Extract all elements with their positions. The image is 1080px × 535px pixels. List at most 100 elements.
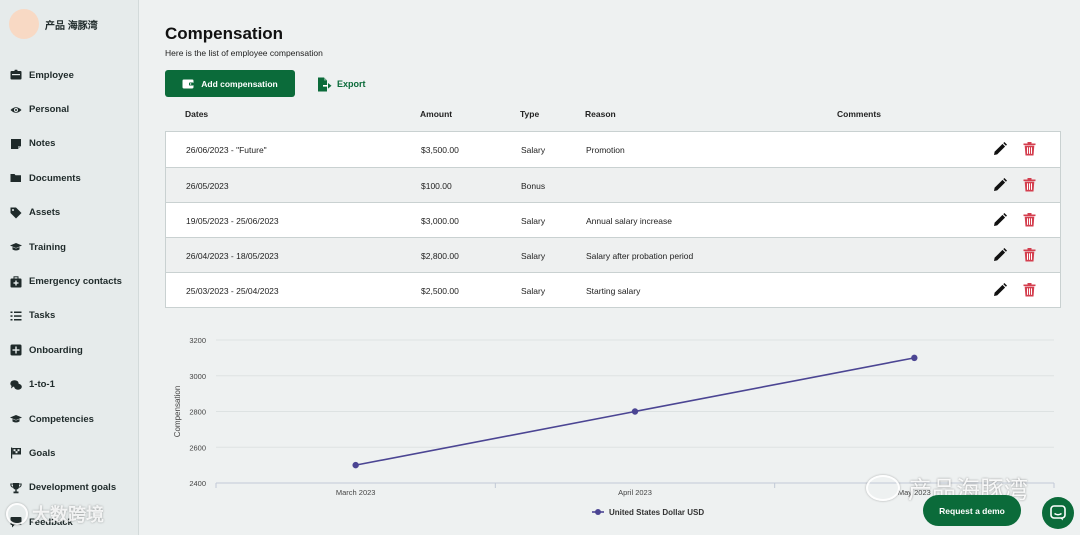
sidebar-item-label: Development goals: [29, 482, 117, 494]
sidebar-item-development-goals[interactable]: Development goals: [10, 471, 138, 505]
trash-icon[interactable]: [1023, 178, 1036, 192]
sidebar-item-label: Emergency contacts: [29, 276, 122, 288]
y-tick-label: 2400: [189, 479, 206, 488]
sidebar-item-notes[interactable]: Notes: [10, 127, 138, 161]
cell-reason: Starting salary: [586, 286, 641, 296]
sidebar-item-label: Feedback: [29, 516, 73, 528]
x-tick-label: April 2023: [618, 488, 652, 497]
cell-amount: $3,000.00: [421, 216, 459, 226]
cell-type: Bonus: [521, 181, 546, 191]
sidebar-item-label: Notes: [29, 138, 56, 150]
cell-amount: $2,500.00: [421, 286, 459, 296]
sidebar-item-1-to-1[interactable]: 1-to-1: [10, 368, 138, 402]
tag-icon: [10, 207, 22, 219]
export-button[interactable]: Export: [317, 74, 366, 94]
checklist-icon: [10, 311, 22, 321]
table-row[interactable]: 26/06/2023 - "Future" $3,500.00 Salary P…: [166, 132, 1060, 167]
trash-icon[interactable]: [1023, 142, 1036, 156]
compensation-chart: 2400 2600 2800 3000 3200 March 2023 April 2023…: [165, 322, 1060, 522]
first-aid-icon: [10, 275, 22, 288]
cell-reason: Promotion: [586, 145, 625, 155]
table-row[interactable]: 19/05/2023 - 25/06/2023 $3,000.00 Salary…: [166, 202, 1060, 237]
pencil-icon[interactable]: [993, 283, 1007, 297]
sidebar-item-label: Competencies: [29, 413, 94, 425]
sidebar-item-assets[interactable]: Assets: [10, 196, 138, 230]
sidebar-item-training[interactable]: Training: [10, 230, 138, 264]
sidebar-item-personal[interactable]: Personal: [10, 92, 138, 126]
cell-amount: $100.00: [421, 181, 452, 191]
cell-dates: 25/03/2023 - 25/04/2023: [186, 286, 279, 296]
pencil-icon[interactable]: [993, 248, 1007, 262]
table-header: Dates Amount Type Reason Comments: [165, 106, 1060, 124]
eye-icon: [10, 106, 22, 113]
sidebar-item-label: 1-to-1: [29, 379, 55, 391]
trash-icon[interactable]: [1023, 248, 1036, 262]
cell-type: Salary: [521, 286, 546, 296]
y-tick-label: 2600: [189, 443, 206, 452]
sidebar-item-label: Personal: [29, 104, 70, 116]
note-icon: [11, 138, 21, 149]
pencil-icon[interactable]: [993, 178, 1007, 192]
data-point: [352, 461, 359, 469]
y-tick-label: 3000: [189, 372, 206, 381]
column-header-comments[interactable]: Comments: [837, 109, 881, 119]
sidebar-item-competencies[interactable]: Competencies: [10, 402, 138, 436]
cell-reason: Salary after probation period: [586, 251, 694, 261]
folder-icon: [10, 174, 21, 183]
sidebar-nav: Employee Personal Notes Documents Assets…: [10, 58, 138, 535]
plus-square-icon: [10, 344, 22, 356]
table-row[interactable]: 26/04/2023 - 18/05/2023 $2,800.00 Salary…: [166, 237, 1060, 272]
compensation-table: 26/06/2023 - "Future" $3,500.00 Salary P…: [165, 131, 1061, 308]
cell-dates: 26/04/2023 - 18/05/2023: [186, 251, 279, 261]
id-card-icon: [10, 69, 22, 80]
table-row[interactable]: 26/05/2023 $100.00 Bonus: [166, 167, 1060, 202]
add-compensation-button[interactable]: Add compensation: [165, 70, 295, 97]
sidebar-item-label: Goals: [29, 447, 56, 459]
sidebar-item-label: Employee: [29, 69, 74, 81]
chat-icon: [1050, 505, 1066, 521]
y-axis-label: Compensation: [173, 386, 182, 438]
brand[interactable]: 产品 海豚湾: [9, 9, 98, 39]
sidebar-item-feedback[interactable]: Feedback: [10, 505, 138, 535]
legend-marker: [595, 509, 601, 515]
data-point: [911, 354, 918, 362]
sidebar-item-onboarding[interactable]: Onboarding: [10, 333, 138, 367]
pencil-icon[interactable]: [993, 213, 1007, 227]
pencil-icon[interactable]: [993, 142, 1007, 156]
sidebar-item-employee[interactable]: Employee: [10, 58, 138, 92]
sidebar-item-documents[interactable]: Documents: [10, 161, 138, 195]
request-demo-button[interactable]: Request a demo: [923, 495, 1021, 526]
legend-label: United States Dollar USD: [609, 508, 704, 517]
x-tick-label: March 2023: [336, 488, 376, 497]
trash-icon[interactable]: [1023, 283, 1036, 297]
export-label: Export: [337, 79, 366, 89]
cell-amount: $3,500.00: [421, 145, 459, 155]
data-point: [631, 408, 639, 415]
column-header-amount[interactable]: Amount: [420, 109, 453, 119]
sidebar-item-label: Assets: [29, 207, 61, 219]
cell-type: Salary: [521, 251, 546, 261]
flag-icon: [11, 447, 21, 459]
column-header-reason[interactable]: Reason: [585, 109, 616, 119]
column-header-dates[interactable]: Dates: [185, 109, 209, 119]
add-compensation-label: Add compensation: [201, 78, 278, 89]
sidebar-item-tasks[interactable]: Tasks: [10, 299, 138, 333]
cell-dates: 26/05/2023: [186, 181, 229, 191]
sidebar-item-label: Tasks: [29, 310, 56, 322]
sidebar-item-emergency-contacts[interactable]: Emergency contacts: [10, 264, 138, 298]
sidebar-item-label: Documents: [29, 172, 81, 184]
brand-name: 产品 海豚湾: [45, 20, 98, 32]
avatar[interactable]: [9, 9, 39, 39]
wallet-icon: [182, 79, 194, 89]
column-header-type[interactable]: Type: [520, 109, 540, 119]
trash-icon[interactable]: [1023, 213, 1036, 227]
cell-dates: 26/06/2023 - "Future": [186, 145, 267, 155]
table-row[interactable]: 25/03/2023 - 25/04/2023 $2,500.00 Salary…: [166, 272, 1060, 307]
cell-amount: $2,800.00: [421, 251, 459, 261]
x-tick-label: May 2023: [898, 488, 931, 497]
main-content: Compensation Here is the list of employe…: [139, 0, 1080, 535]
cell-type: Salary: [521, 216, 546, 226]
sidebar-item-goals[interactable]: Goals: [10, 436, 138, 470]
chat-launcher-button[interactable]: [1042, 497, 1074, 529]
page-subtitle: Here is the list of employee compensatio…: [165, 48, 323, 58]
